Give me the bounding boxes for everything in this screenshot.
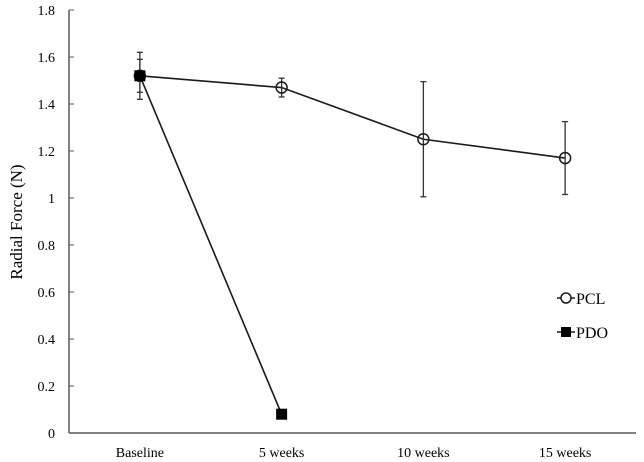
data-point: [275, 81, 288, 94]
open-circle-marker-icon: [560, 292, 572, 304]
data-point: [558, 151, 572, 165]
data-point: [417, 133, 430, 146]
y-tick-label: 1.6: [38, 51, 56, 66]
x-tick-label: 10 weeks: [397, 446, 450, 461]
y-tick-label: 0: [48, 427, 55, 442]
y-tick-label: 0.8: [38, 239, 56, 254]
y-tick-label: 1.8: [38, 4, 56, 19]
legend-item-pdo: PDO: [557, 325, 608, 342]
data-point: [276, 408, 288, 420]
y-tick-label: 1: [48, 192, 55, 207]
y-axis-title: Radial Force (N): [7, 164, 26, 279]
y-tick-label: 1.4: [38, 98, 56, 113]
legend-label-pcl: PCL: [576, 291, 605, 308]
legend-item-pcl: PCL: [557, 291, 605, 308]
series-pcl: [133, 58, 572, 198]
filled-square-marker-icon: [561, 327, 571, 337]
series-layer: [133, 51, 572, 420]
series-pdo: [134, 51, 288, 420]
x-tick-label: 15 weeks: [539, 446, 592, 461]
x-axis: Baseline 5 weeks 10 weeks 15 weeks: [69, 432, 636, 461]
x-tick-label: Baseline: [116, 446, 164, 461]
x-tick-label: 5 weeks: [259, 446, 305, 461]
data-point: [134, 70, 146, 82]
y-axis: 0 0.2 0.4 0.6 0.8 1 1.2 1.4 1.6 1.8: [38, 4, 74, 442]
y-tick-label: 0.4: [38, 333, 56, 348]
legend: PCL PDO: [557, 291, 608, 342]
y-tick-label: 1.2: [38, 145, 56, 160]
y-tick-label: 0.6: [38, 286, 56, 301]
y-tick-label: 0.2: [38, 380, 56, 395]
legend-label-pdo: PDO: [576, 325, 608, 342]
